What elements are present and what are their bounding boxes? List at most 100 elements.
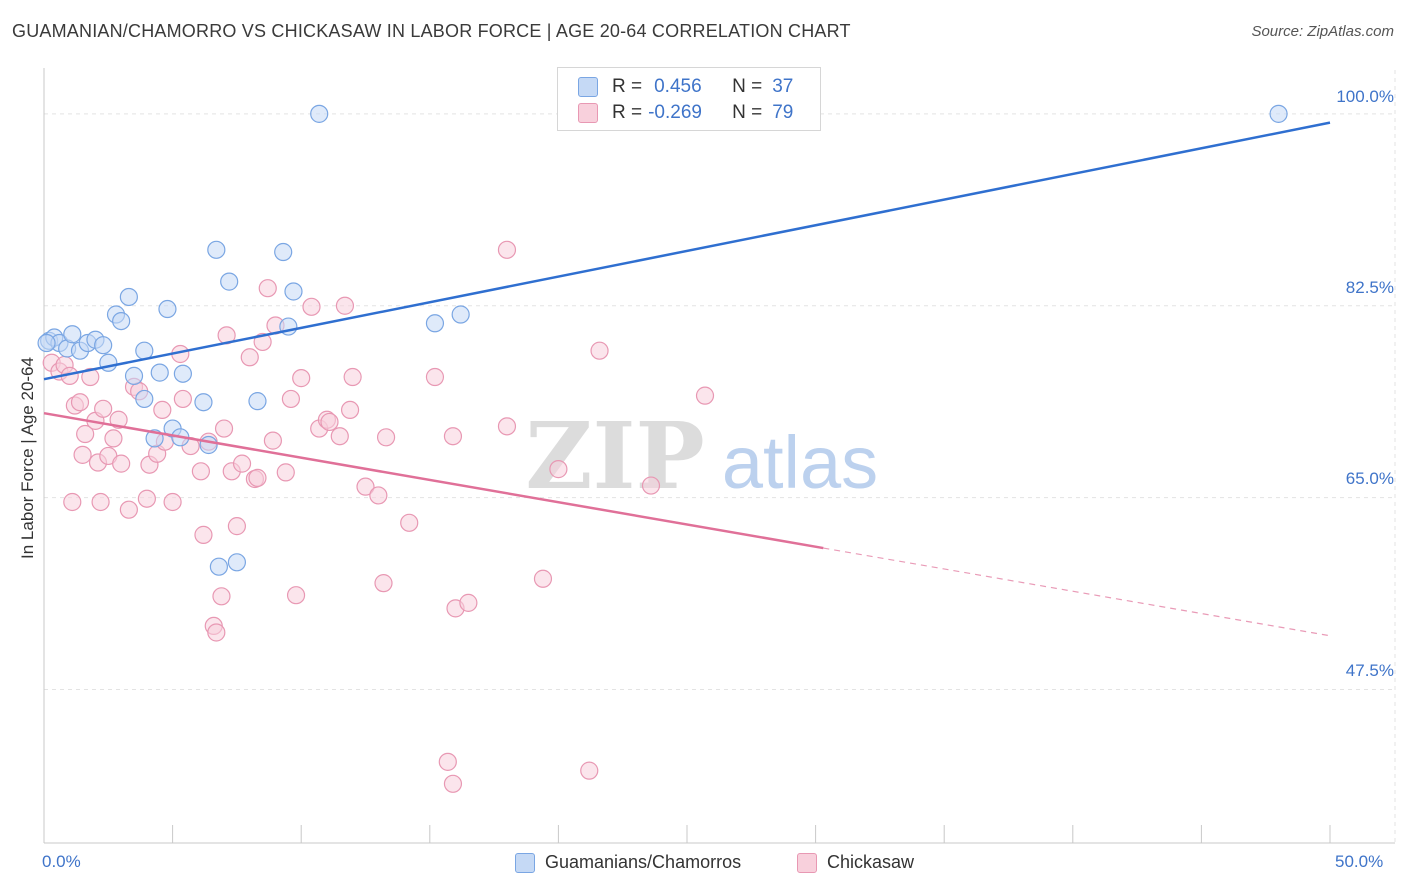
guamanian-point: [63, 325, 82, 344]
guamanian-point: [150, 363, 169, 382]
chickasaw-point: [94, 399, 113, 418]
legend-n-value: 37: [772, 76, 794, 97]
legend-n-value: 79: [772, 102, 794, 123]
guamanian-point: [425, 314, 445, 333]
bottom-legend-swatch-blue: [515, 852, 535, 873]
chickasaw-point: [533, 569, 553, 588]
guamanian-point: [284, 282, 303, 301]
chickasaw-point: [292, 369, 311, 388]
axes: [43, 68, 1395, 844]
guamanian-point: [135, 341, 154, 360]
guamanian-points: [37, 104, 1288, 576]
y-tick-100: 100.0%: [1336, 87, 1394, 106]
source-note: Source: ZipAtlas.com: [1251, 23, 1394, 40]
chickasaw-point: [258, 279, 277, 298]
chickasaw-point: [302, 297, 321, 316]
chickasaw-point: [438, 752, 457, 771]
guamanian-point: [158, 299, 177, 319]
legend-n-label: N =: [732, 76, 763, 97]
chickasaw-point: [63, 492, 82, 512]
legend-row-chickasaw: R = -0.269 N = 79: [578, 101, 793, 125]
chickasaw-point: [695, 386, 715, 405]
chickasaw-point: [263, 431, 283, 450]
chickasaw-point: [497, 417, 517, 436]
chickasaw-point: [376, 428, 396, 447]
guamanian-point: [248, 392, 267, 411]
guamanian-point: [119, 287, 138, 307]
guamanian-point: [194, 393, 213, 412]
guamanian-point: [310, 104, 329, 123]
bottom-legend-swatch-pink: [797, 852, 817, 873]
chickasaw-point: [497, 240, 517, 259]
chickasaw-point: [641, 476, 661, 495]
legend-row-guamanian: R = 0.456 N = 37: [578, 75, 793, 99]
guamanian-point: [37, 333, 56, 353]
chickasaw-point: [173, 389, 192, 409]
bottom-legend-label: Chickasaw: [827, 852, 915, 872]
chickasaw-point: [104, 429, 123, 448]
watermark-atlas: atlas: [722, 421, 878, 504]
chart-title: GUAMANIAN/CHAMORRO VS CHICKASAW IN LABOR…: [12, 21, 851, 41]
guamanian-point: [209, 557, 228, 576]
chickasaw-point: [163, 492, 182, 512]
chickasaw-point: [369, 486, 388, 505]
guamanian-point: [173, 364, 192, 383]
chickasaw-point: [214, 419, 234, 438]
y-tick-82-5: 82.5%: [1345, 278, 1394, 297]
legend-swatch-pink: [578, 103, 598, 123]
guamanian-point: [112, 311, 131, 331]
guamanian-point: [451, 305, 470, 324]
legend-r-label: R =: [612, 76, 643, 97]
guamanian-trend-line: [43, 121, 1331, 381]
chickasaw-point: [207, 623, 226, 642]
guamanian-point: [1269, 104, 1288, 123]
chickasaw-point: [425, 367, 445, 387]
guamanian-point: [207, 240, 226, 259]
y-tick-65: 65.0%: [1345, 469, 1394, 488]
y-tick-47-5: 47.5%: [1345, 661, 1394, 680]
guamanian-point: [124, 366, 144, 386]
chickasaw-trend-extension: [823, 547, 1331, 637]
watermark-zip: ZIP: [525, 402, 704, 510]
bottom-legend-label: Guamanians/Chamorros: [545, 852, 742, 872]
bottom-legend-chickasaw: Chickasaw: [797, 852, 914, 873]
legend-r-value: 0.456: [654, 76, 702, 97]
y-axis-label: In Labor Force | Age 20-64: [18, 357, 37, 559]
chickasaw-point: [286, 586, 306, 605]
bottom-legend-guamanian: Guamanians/Chamorros: [515, 852, 741, 873]
guamanian-point: [227, 553, 246, 572]
chickasaw-trend-line: [43, 411, 824, 550]
chickasaw-point: [232, 454, 252, 473]
chickasaw-point: [459, 593, 478, 612]
chickasaw-point: [70, 393, 90, 412]
chickasaw-point: [194, 525, 213, 544]
chickasaw-point: [549, 460, 568, 479]
legend-r-value: -0.269: [648, 102, 702, 123]
chickasaw-point: [330, 427, 349, 446]
watermark: ZIP atlas: [525, 402, 878, 510]
chickasaw-point: [443, 774, 463, 793]
chickasaw-point: [137, 489, 156, 508]
chickasaw-point: [400, 513, 419, 532]
chickasaw-point: [112, 454, 131, 473]
chickasaw-point: [240, 348, 259, 367]
legend-n-label: N =: [732, 102, 763, 123]
chickasaw-point: [590, 341, 609, 360]
guamanian-point: [94, 336, 113, 355]
guamanian-point: [199, 435, 218, 455]
x-tick-0: 0.0%: [42, 852, 81, 871]
chickasaw-point: [343, 367, 362, 387]
chickasaw-point: [76, 424, 95, 444]
chickasaw-point: [340, 400, 360, 420]
chickasaw-point: [212, 587, 231, 606]
chickasaw-point: [227, 517, 246, 536]
trend-lines: [43, 121, 1331, 637]
chickasaw-point: [248, 468, 267, 487]
guamanian-point: [220, 272, 239, 291]
chickasaw-point: [109, 410, 128, 429]
chickasaw-point: [191, 462, 210, 481]
chickasaw-point: [81, 367, 100, 387]
chickasaw-points: [42, 240, 715, 793]
x-tick-50: 50.0%: [1335, 852, 1384, 871]
